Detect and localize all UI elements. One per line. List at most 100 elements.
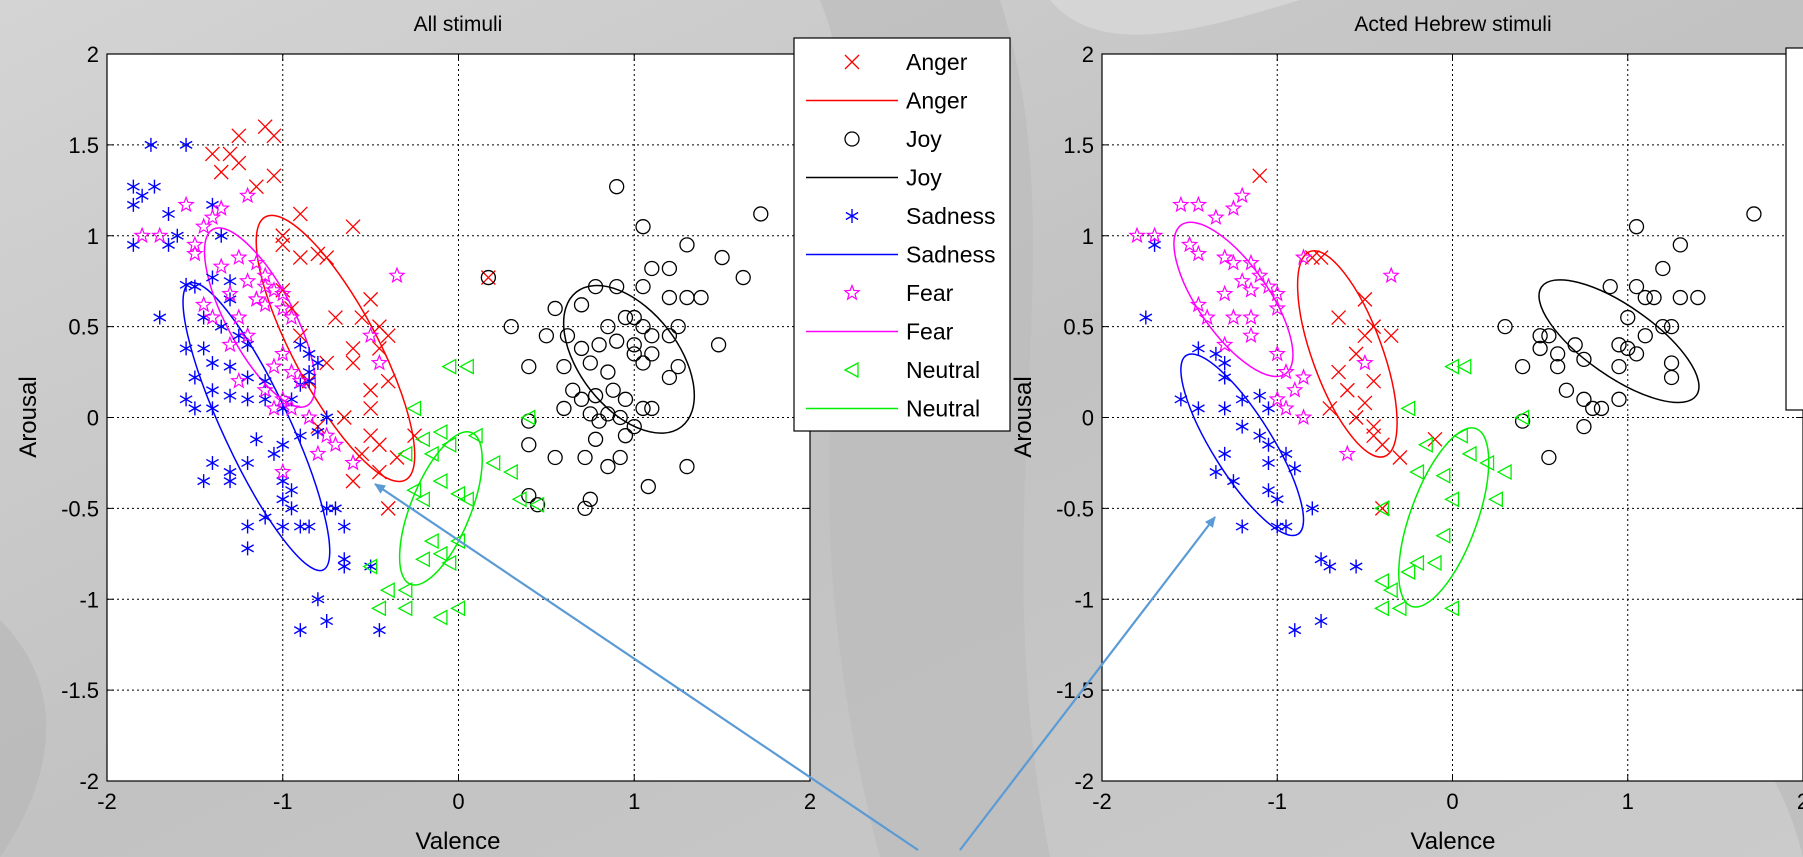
fear-point <box>212 257 231 275</box>
fear-point <box>1233 272 1251 289</box>
sadness-point <box>293 428 307 443</box>
anger-point <box>328 310 343 325</box>
y-tick-label: 2 <box>87 42 99 67</box>
y-tick-label: 0.5 <box>68 315 99 340</box>
anger-point <box>1374 500 1390 516</box>
x-tick-label: -1 <box>1267 789 1287 814</box>
joy-point <box>1690 289 1706 306</box>
joy-point <box>556 358 572 375</box>
fear-point <box>1268 344 1286 362</box>
sadness-point <box>1323 559 1337 574</box>
fear-point <box>370 353 389 371</box>
sadness-point <box>1305 501 1319 516</box>
anger-point <box>292 250 308 266</box>
anger-point <box>1331 310 1347 325</box>
fear-point <box>1356 353 1374 371</box>
joy-point <box>714 249 730 266</box>
joy-point <box>679 458 695 475</box>
joy-point <box>1628 278 1645 295</box>
neutral-point <box>1374 600 1390 617</box>
y-tick-label: -1 <box>79 587 99 612</box>
fear-point <box>1286 381 1304 398</box>
fear-point <box>1198 308 1216 325</box>
joy-point <box>1672 289 1688 306</box>
joy-point <box>1567 337 1583 353</box>
fear-point <box>1233 186 1251 204</box>
joy-point <box>582 491 598 507</box>
joy-point <box>1611 358 1627 375</box>
joy-point <box>565 382 581 398</box>
anger-point <box>380 328 396 344</box>
anger-point <box>319 250 335 266</box>
sadness-point <box>372 623 386 638</box>
joy-point <box>538 328 555 344</box>
fear-point <box>291 371 310 389</box>
y-tick-label: 2 <box>1082 42 1094 67</box>
neutral-point <box>485 454 501 472</box>
joy-point <box>1620 309 1636 326</box>
sadness-point <box>1191 341 1205 356</box>
y-tick-label: -2 <box>79 769 99 794</box>
joy-point <box>1541 328 1557 344</box>
neutral-point <box>520 409 536 426</box>
joy-point <box>556 400 572 417</box>
sadness-point <box>179 137 193 152</box>
sadness-point <box>241 337 255 352</box>
joy-point <box>644 328 660 344</box>
anger-point <box>371 340 387 356</box>
joy-point <box>547 449 563 466</box>
sadness-point <box>153 310 167 325</box>
joy-point <box>693 289 709 306</box>
fear-point <box>1172 195 1190 213</box>
joy-point <box>640 478 656 495</box>
joy-point <box>644 260 660 277</box>
sadness-point <box>223 359 237 374</box>
anger-ellipse <box>1296 249 1398 458</box>
joy-point <box>1497 318 1513 335</box>
neutral-point <box>458 491 474 508</box>
joy-point <box>635 318 651 335</box>
fear-point <box>326 435 345 453</box>
fear-point <box>300 408 318 425</box>
neutral-point <box>1435 527 1451 544</box>
fear-point <box>282 399 301 416</box>
fear-ellipse <box>1173 221 1294 378</box>
joy-point <box>1646 289 1662 306</box>
anger-point <box>275 237 291 253</box>
neutral-point <box>511 491 527 508</box>
sadness-point <box>179 392 193 407</box>
neutral-point <box>1487 491 1503 508</box>
joy-point <box>661 328 678 344</box>
anger-point <box>204 146 220 162</box>
fear-point <box>1294 408 1313 425</box>
x-tick-label: 1 <box>1622 789 1634 814</box>
chart-title: Acted Hebrew stimuli <box>1354 13 1551 36</box>
neutral-point <box>397 600 413 617</box>
joy-point <box>644 400 660 417</box>
joy-point <box>1637 328 1653 344</box>
fear-point <box>274 390 292 407</box>
neutral-point <box>1444 491 1460 508</box>
anger-series <box>1252 168 1443 516</box>
sadness-point <box>1270 492 1284 507</box>
legend-label: Anger <box>906 49 968 75</box>
joy-point <box>559 328 576 344</box>
joy-point <box>753 206 769 222</box>
chart-title: All stimuli <box>414 13 503 36</box>
fear-point <box>203 208 222 225</box>
neutral-point <box>1409 463 1425 481</box>
fear-point <box>230 371 248 389</box>
sadness-point <box>206 270 219 285</box>
neutral-point <box>450 485 466 502</box>
sadness-point <box>1235 519 1249 534</box>
fear-point <box>238 272 257 289</box>
sadness-point <box>1148 237 1162 252</box>
fear-point <box>238 186 257 204</box>
fear-point <box>230 248 248 265</box>
fear-point <box>1242 281 1260 298</box>
anger-point <box>363 382 379 398</box>
sadness-point <box>206 383 219 398</box>
sadness-point <box>364 559 378 574</box>
sadness-point <box>197 341 211 356</box>
neutral-point <box>1444 600 1460 617</box>
